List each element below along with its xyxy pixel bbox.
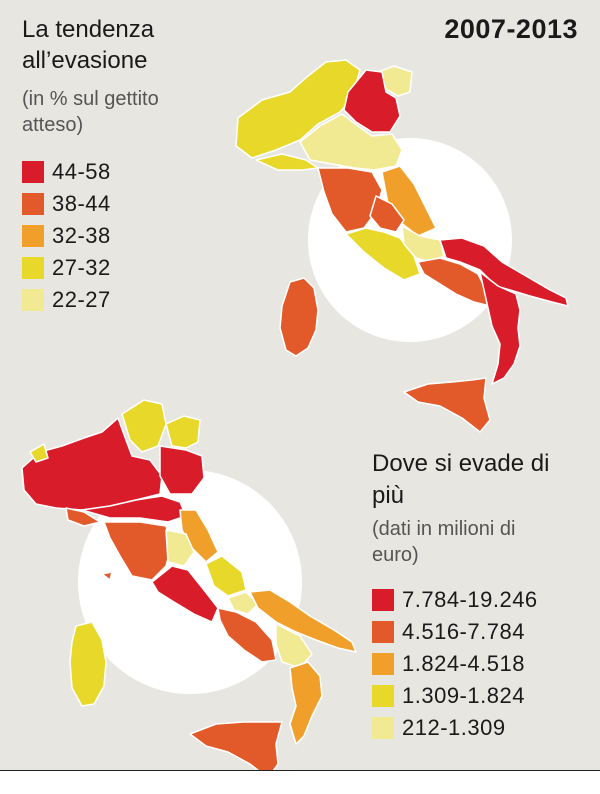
map2-title: Dove si evade di più [372,450,550,509]
region-umbria [165,529,195,567]
legend-swatch [372,685,394,707]
legend-swatch [22,289,44,311]
legend-swatch [372,717,394,739]
region-campania [217,607,277,663]
legend-item: 27-32 [22,252,111,284]
region-valle-aosta [29,443,49,463]
bottom-rule [0,770,600,771]
map2-subtitle: (dati in milioni di euro) [372,518,516,566]
region-trentino [121,399,167,453]
map1-legend: 44-58 38-44 32-38 27-32 22-27 [22,156,111,316]
legend-swatch [22,193,44,215]
region-sardinia [69,621,107,707]
legend-label: 4.516-7.784 [402,619,525,644]
period-label: 2007-2013 [444,14,578,44]
region-po-valley [299,113,403,171]
legend-label: 27-32 [52,255,111,280]
legend-label: 7.784-19.246 [402,587,538,612]
region-friuli [165,415,201,449]
map1-subtitle: (in % sul gettito atteso) [22,88,159,136]
legend-item: 4.516-7.784 [372,616,538,648]
region-calabria [289,661,323,745]
region-tuscany [103,521,173,581]
legend-swatch [22,225,44,247]
map1-title: La tendenza all’evasione [22,16,155,74]
region-liguria [65,507,101,527]
region-northwest [21,417,163,511]
legend-item: 1.824-4.518 [372,648,538,680]
region-calabria [479,271,521,385]
region-puglia [439,237,569,307]
bottom-margin [0,771,600,794]
map-evasione-milioni [21,399,357,779]
region-puglia [249,589,357,653]
legend-swatch [22,257,44,279]
legend-label: 1.824-4.518 [402,651,525,676]
map-tendenza [235,59,569,433]
legend-label: 38-44 [52,191,111,216]
region-lazio [345,227,421,281]
region-veneto [159,445,205,495]
legend-item: 7.784-19.246 [372,584,538,616]
legend-item: 1.309-1.824 [372,680,538,712]
region-tuscany [317,167,383,233]
region-molise [227,591,259,615]
legend-label: 22-27 [52,287,111,312]
legend-swatch [372,589,394,611]
legend-label: 44-58 [52,159,111,184]
legend-item: 32-38 [22,220,111,252]
legend-swatch [22,161,44,183]
legend-item: 212-1.309 [372,712,538,744]
legend-label: 212-1.309 [402,715,506,740]
legend-label: 1.309-1.824 [402,683,525,708]
legend-item: 38-44 [22,188,111,220]
legend-label: 32-38 [52,223,111,248]
region-veneto [343,69,401,133]
region-sicily [189,721,283,779]
region-sicily [403,377,491,433]
region-sardinia [279,277,319,357]
legend-item: 22-27 [22,284,111,316]
region-umbria [369,195,405,233]
legend-item: 44-58 [22,156,111,188]
region-emilia [81,495,187,523]
legend-swatch [372,653,394,675]
map2-legend: 7.784-19.246 4.516-7.784 1.824-4.518 1.3… [372,584,538,744]
legend-swatch [372,621,394,643]
region-elba [101,571,113,581]
region-lazio [151,565,219,623]
region-abruzzo [205,555,247,597]
